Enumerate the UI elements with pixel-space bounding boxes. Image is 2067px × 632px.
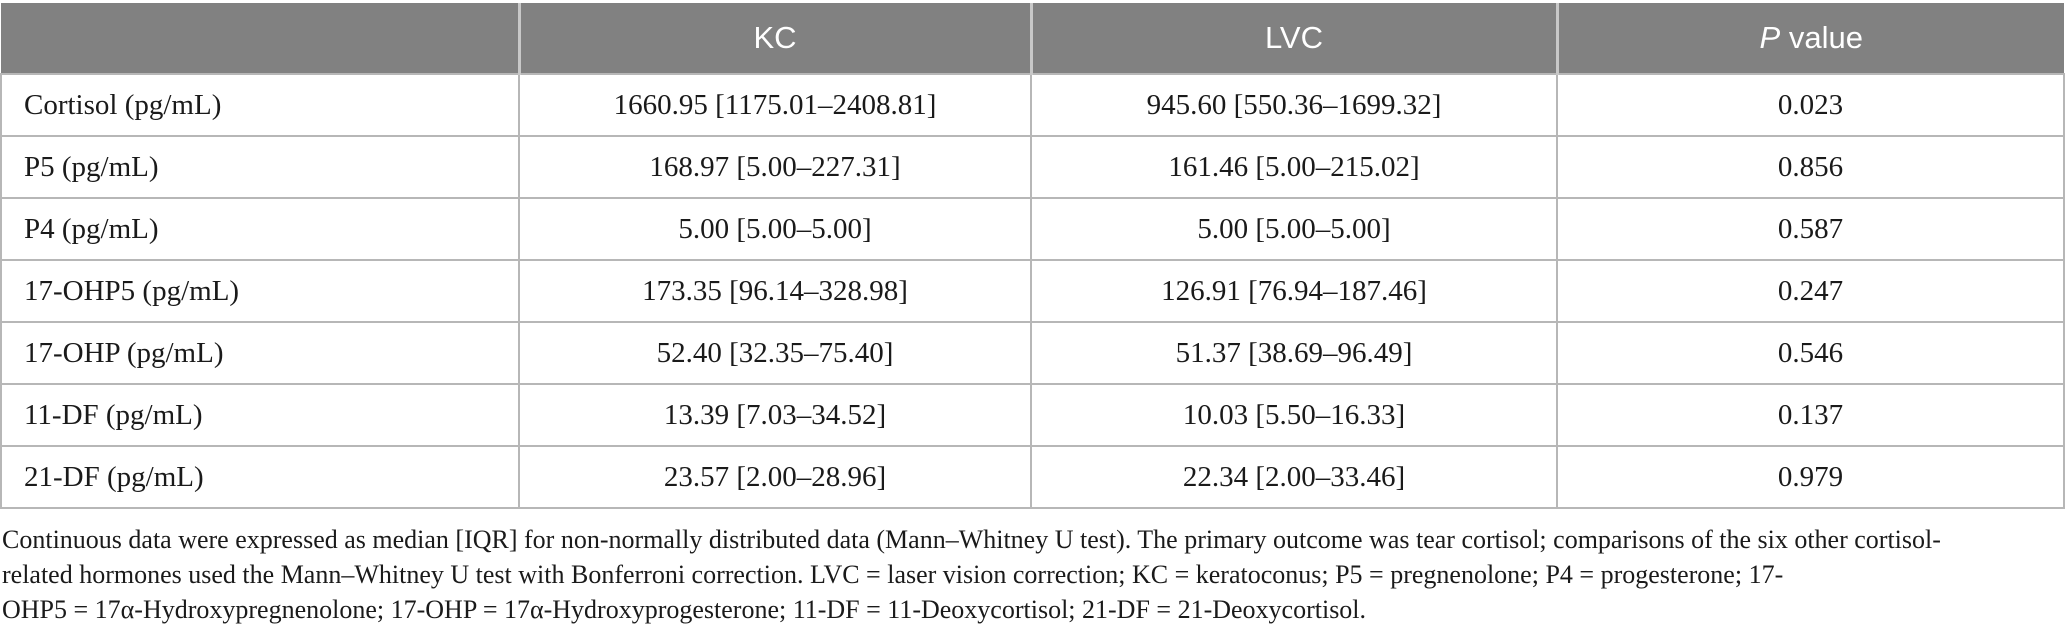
kc-value-cell: 1660.95 [1175.01–2408.81] [518,73,1032,137]
kc-value-cell: 5.00 [5.00–5.00] [518,197,1032,261]
lvc-value-cell: 22.34 [2.00–33.46] [1030,445,1558,509]
lvc-value-cell: 10.03 [5.50–16.33] [1030,383,1558,447]
hormone-comparison-table: KC LVC P value Cortisol (pg/mL) 1660.95 … [0,3,2065,509]
header-row: KC LVC P value [1,3,2064,74]
kc-value-cell: 173.35 [96.14–328.98] [518,259,1032,323]
table-row: Cortisol (pg/mL) 1660.95 [1175.01–2408.8… [0,73,2065,137]
table-row: 17-OHP (pg/mL) 52.40 [32.35–75.40] 51.37… [0,321,2065,385]
row-label-cell: P4 (pg/mL) [0,197,520,261]
row-label-cell: 11-DF (pg/mL) [0,383,520,447]
table-header: KC LVC P value [1,3,2064,74]
footnote-line: OHP5 = 17α-Hydroxypregnenolone; 17-OHP =… [2,595,1367,624]
row-label-cell: P5 (pg/mL) [0,135,520,199]
p-value-cell: 0.137 [1556,383,2065,447]
table-footnote: Continuous data were expressed as median… [2,522,2067,627]
footnote-line: related hormones used the Mann–Whitney U… [2,560,1784,589]
pvalue-italic-p: P [1759,20,1781,55]
header-cell-lvc: LVC [1029,3,1557,74]
pvalue-rest: value [1780,20,1863,55]
header-cell-pvalue: P value [1555,3,2064,74]
lvc-value-cell: 126.91 [76.94–187.46] [1030,259,1558,323]
row-label-cell: 17-OHP (pg/mL) [0,321,520,385]
p-value-cell: 0.587 [1556,197,2065,261]
lvc-value-cell: 5.00 [5.00–5.00] [1030,197,1558,261]
table-row: P5 (pg/mL) 168.97 [5.00–227.31] 161.46 [… [0,135,2065,199]
kc-value-cell: 13.39 [7.03–34.52] [518,383,1032,447]
footnote-line: Continuous data were expressed as median… [2,525,1941,554]
table-row: 17-OHP5 (pg/mL) 173.35 [96.14–328.98] 12… [0,259,2065,323]
p-value-cell: 0.856 [1556,135,2065,199]
lvc-value-cell: 161.46 [5.00–215.02] [1030,135,1558,199]
row-label-cell: Cortisol (pg/mL) [0,73,520,137]
p-value-cell: 0.247 [1556,259,2065,323]
lvc-value-cell: 945.60 [550.36–1699.32] [1030,73,1558,137]
p-value-cell: 0.023 [1556,73,2065,137]
row-label-cell: 17-OHP5 (pg/mL) [0,259,520,323]
table-row: 21-DF (pg/mL) 23.57 [2.00–28.96] 22.34 [… [0,445,2065,509]
lvc-value-cell: 51.37 [38.69–96.49] [1030,321,1558,385]
header-cell-kc: KC [517,3,1031,74]
kc-value-cell: 52.40 [32.35–75.40] [518,321,1032,385]
table-row: P4 (pg/mL) 5.00 [5.00–5.00] 5.00 [5.00–5… [0,197,2065,261]
p-value-cell: 0.546 [1556,321,2065,385]
table-row: 11-DF (pg/mL) 13.39 [7.03–34.52] 10.03 [… [0,383,2065,447]
header-cell-empty [1,3,519,74]
kc-value-cell: 23.57 [2.00–28.96] [518,445,1032,509]
p-value-cell: 0.979 [1556,445,2065,509]
row-label-cell: 21-DF (pg/mL) [0,445,520,509]
table-body: Cortisol (pg/mL) 1660.95 [1175.01–2408.8… [0,73,2065,509]
kc-value-cell: 168.97 [5.00–227.31] [518,135,1032,199]
